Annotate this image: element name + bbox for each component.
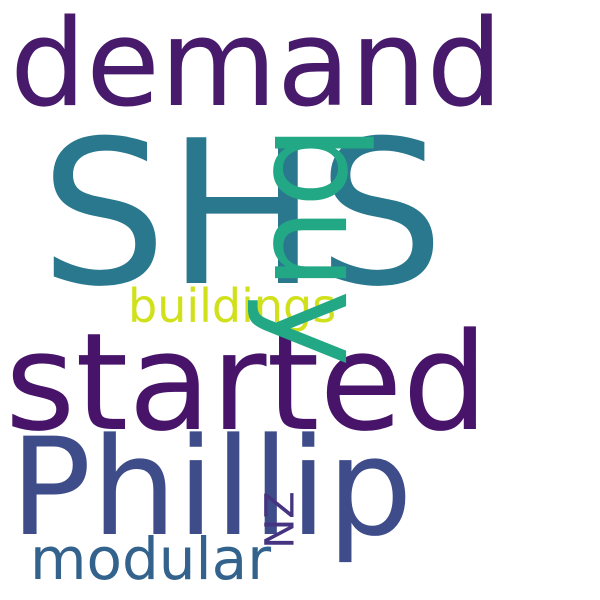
word-demand: demand	[10, 0, 503, 134]
word-phillip: Phillip	[10, 409, 413, 566]
word-buy: buy	[244, 125, 396, 367]
word-buildings: buildings	[128, 279, 337, 333]
word-started: started	[5, 304, 489, 461]
word-modular: modular	[30, 525, 272, 593]
word-nz: NZ	[257, 491, 304, 549]
word-shs: SHS	[40, 98, 445, 331]
